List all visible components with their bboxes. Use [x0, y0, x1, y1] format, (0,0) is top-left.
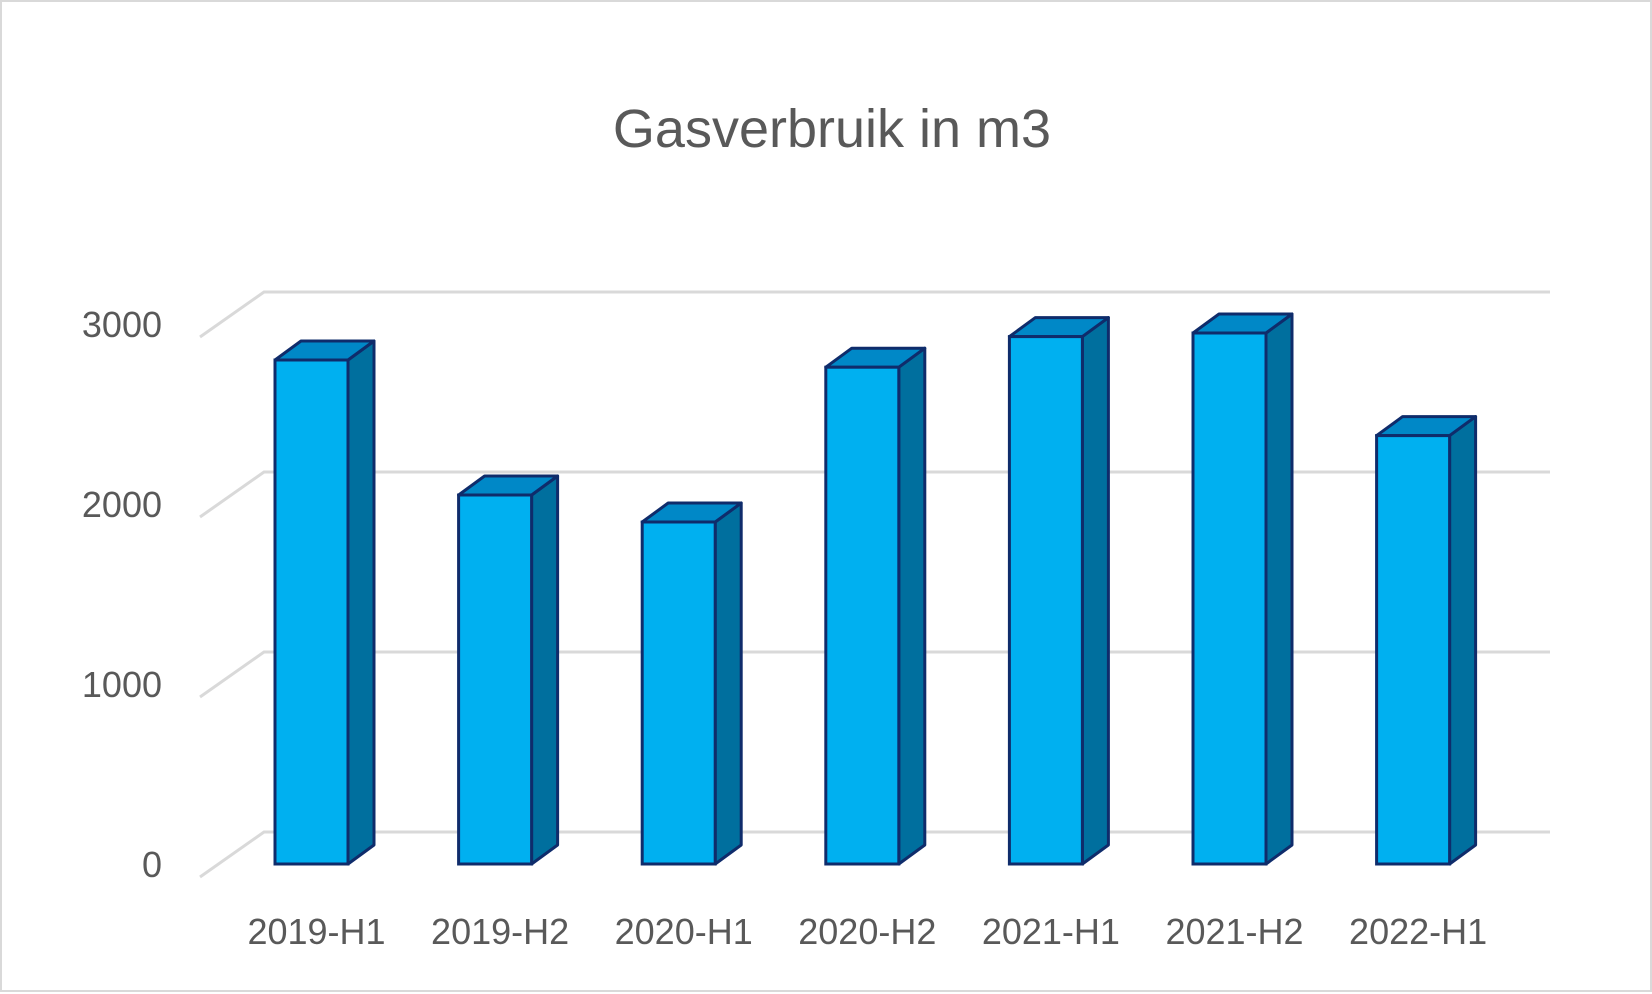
bar	[1007, 316, 1110, 866]
bars	[273, 312, 1478, 866]
gridline	[199, 290, 1550, 339]
chart-title: Gasverbruik in m3	[613, 99, 1051, 159]
x-tick-label: 2021-H1	[982, 911, 1120, 952]
x-tick-label: 2022-H1	[1349, 911, 1487, 952]
gridlines	[199, 290, 1550, 879]
x-tick-label: 2020-H2	[798, 911, 936, 952]
x-tick-label: 2021-H2	[1165, 911, 1303, 952]
bar	[1375, 415, 1478, 866]
x-axis-ticks: 2019-H1 2019-H2 2020-H1 2020-H2 2021-H1 2021-…	[247, 911, 1487, 952]
y-tick-label: 3000	[82, 304, 162, 345]
y-tick-label: 0	[142, 844, 162, 885]
bar	[824, 346, 927, 866]
bar	[457, 474, 560, 866]
y-tick-label: 1000	[82, 664, 162, 705]
x-tick-label: 2019-H2	[431, 911, 569, 952]
bar	[640, 501, 743, 866]
x-tick-label: 2020-H1	[615, 911, 753, 952]
gridline	[199, 650, 1550, 699]
y-tick-label: 2000	[82, 484, 162, 525]
bar	[273, 339, 376, 866]
gridline	[199, 830, 1550, 879]
gridline	[199, 470, 1550, 519]
y-axis-ticks: 0 1000 2000 3000	[82, 304, 162, 885]
bar	[1191, 312, 1294, 866]
x-tick-label: 2019-H1	[247, 911, 385, 952]
